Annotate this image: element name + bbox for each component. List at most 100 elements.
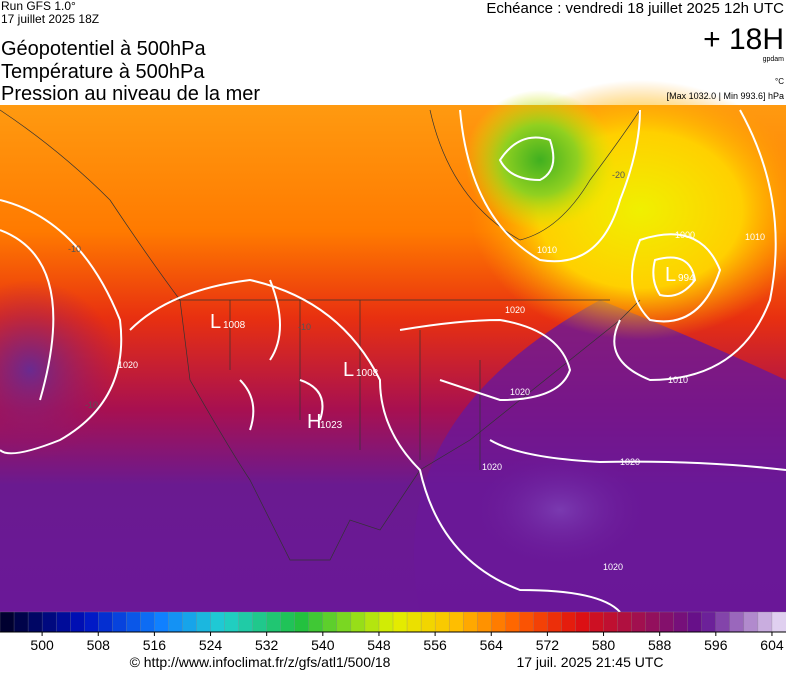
colorbar-swatch xyxy=(308,611,324,633)
colorbar-tick-label: 540 xyxy=(311,637,335,653)
colorbar-swatch xyxy=(252,611,268,633)
isotherm-label: -20 xyxy=(612,170,625,180)
colorbar-swatch xyxy=(575,611,591,633)
colorbar-swatch xyxy=(715,611,731,633)
isotherm-label: -10 xyxy=(298,322,311,332)
colorbar-tick-label: 516 xyxy=(143,637,167,653)
colorbar-tick-label: 580 xyxy=(592,637,616,653)
pressure-range: [Max 1032.0 | Min 993.6] hPa xyxy=(667,91,784,101)
colorbar xyxy=(0,611,786,633)
colorbar-swatch xyxy=(392,611,408,633)
colorbar-swatch xyxy=(617,611,633,633)
colorbar-swatch xyxy=(448,611,464,633)
title: Température à 500hPa xyxy=(1,61,205,83)
colorbar-tick-label: 564 xyxy=(480,637,504,653)
colorbar-swatch xyxy=(322,611,338,633)
unit: gpdam xyxy=(763,56,785,63)
valid-time: Echéance : vendredi 18 juillet 2025 12h … xyxy=(486,0,784,17)
title: Géopotentiel à 500hPa xyxy=(1,38,206,60)
colorbar-swatch xyxy=(70,611,85,633)
isobar-label: 1010 xyxy=(745,232,765,242)
isobar-label: 1000 xyxy=(675,230,695,240)
colorbar-swatch xyxy=(589,611,605,633)
source: © http://www.infoclimat.fr/z/gfs/atl1/50… xyxy=(130,654,391,670)
colorbar-swatch xyxy=(420,611,436,633)
colorbar-swatch xyxy=(41,611,57,633)
colorbar-swatch xyxy=(701,611,717,633)
colorbar-swatch xyxy=(55,611,71,633)
colorbar-swatch xyxy=(140,611,156,633)
colorbar-swatch xyxy=(280,611,296,633)
title: Pression au niveau de la mer xyxy=(1,83,260,105)
center-value: 1008 xyxy=(223,320,246,331)
run-date: 17 juillet 2025 18Z xyxy=(1,12,99,26)
colorbar-swatch xyxy=(27,611,43,633)
center-value: 1023 xyxy=(320,420,343,431)
center-value: 1008 xyxy=(356,368,379,379)
colorbar-swatch xyxy=(126,611,142,633)
colorbar-swatch xyxy=(547,611,563,633)
isobar-label: 1010 xyxy=(668,375,688,385)
generated: 17 juil. 2025 21:45 UTC xyxy=(516,654,663,670)
isobar-label: 1010 xyxy=(537,245,557,255)
isotherm-label: -10 xyxy=(68,244,81,254)
colorbar-tick-label: 532 xyxy=(255,637,279,653)
colorbar-swatch xyxy=(463,611,478,633)
colorbar-swatch xyxy=(378,611,394,633)
center-letter: L xyxy=(210,311,221,333)
colorbar-swatch xyxy=(743,611,759,633)
center-letter: L xyxy=(665,264,676,286)
isobar-label: 1020 xyxy=(482,462,502,472)
colorbar-tick-label: 548 xyxy=(367,637,391,653)
colorbar-swatch xyxy=(0,611,15,633)
colorbar-swatch xyxy=(491,611,506,633)
colorbar-swatch xyxy=(434,611,450,633)
center-letter: H xyxy=(307,411,321,433)
run: Run GFS 1.0° xyxy=(1,0,76,13)
colorbar-swatch xyxy=(210,611,226,633)
colorbar-swatch xyxy=(757,611,773,633)
colorbar-tick-label: 500 xyxy=(30,637,54,653)
isobar-label: 1020 xyxy=(510,387,530,397)
colorbar-tick-label: 556 xyxy=(423,637,447,653)
colorbar-swatch xyxy=(154,611,170,633)
colorbar-swatch xyxy=(84,611,99,633)
colorbar-swatch xyxy=(659,611,675,633)
colorbar-swatch xyxy=(505,611,520,633)
colorbar-swatch xyxy=(561,611,577,633)
colorbar-swatch xyxy=(112,611,127,633)
colorbar-swatch xyxy=(350,611,366,633)
colorbar-swatch xyxy=(687,611,703,633)
lead-time: + 18H xyxy=(703,23,784,56)
isobar-label: 1020 xyxy=(505,305,525,315)
colorbar-swatch xyxy=(645,611,661,633)
colorbar-swatch xyxy=(673,611,689,633)
isobar-label: 1020 xyxy=(603,562,623,572)
colorbar-swatch xyxy=(519,611,535,633)
center-value: 994 xyxy=(678,273,695,284)
map xyxy=(0,80,786,613)
colorbar-swatch xyxy=(266,611,282,633)
colorbar-tick-label: 524 xyxy=(199,637,223,653)
colorbar-swatch xyxy=(631,611,647,633)
colorbar-swatch xyxy=(98,611,113,633)
colorbar-swatch xyxy=(477,611,492,633)
colorbar-tick-label: 604 xyxy=(760,637,784,653)
colorbar-swatch xyxy=(406,611,422,633)
colorbar-swatch xyxy=(224,611,240,633)
isotherm-label: -10 xyxy=(85,400,98,410)
colorbar-tick-label: 588 xyxy=(648,637,672,653)
isobar-label: 1020 xyxy=(620,457,640,467)
colorbar-swatch xyxy=(168,611,184,633)
center-letter: L xyxy=(343,359,354,381)
colorbar-swatch xyxy=(336,611,352,633)
colorbar-swatch xyxy=(238,611,254,633)
isobar-label: 1020 xyxy=(118,360,138,370)
colorbar-swatch xyxy=(182,611,198,633)
colorbar-swatch xyxy=(13,611,29,633)
colorbar-swatch xyxy=(603,611,619,633)
colorbar-swatch xyxy=(729,611,745,633)
colorbar-tick-label: 596 xyxy=(704,637,728,653)
colorbar-tick-label: 572 xyxy=(536,637,560,653)
